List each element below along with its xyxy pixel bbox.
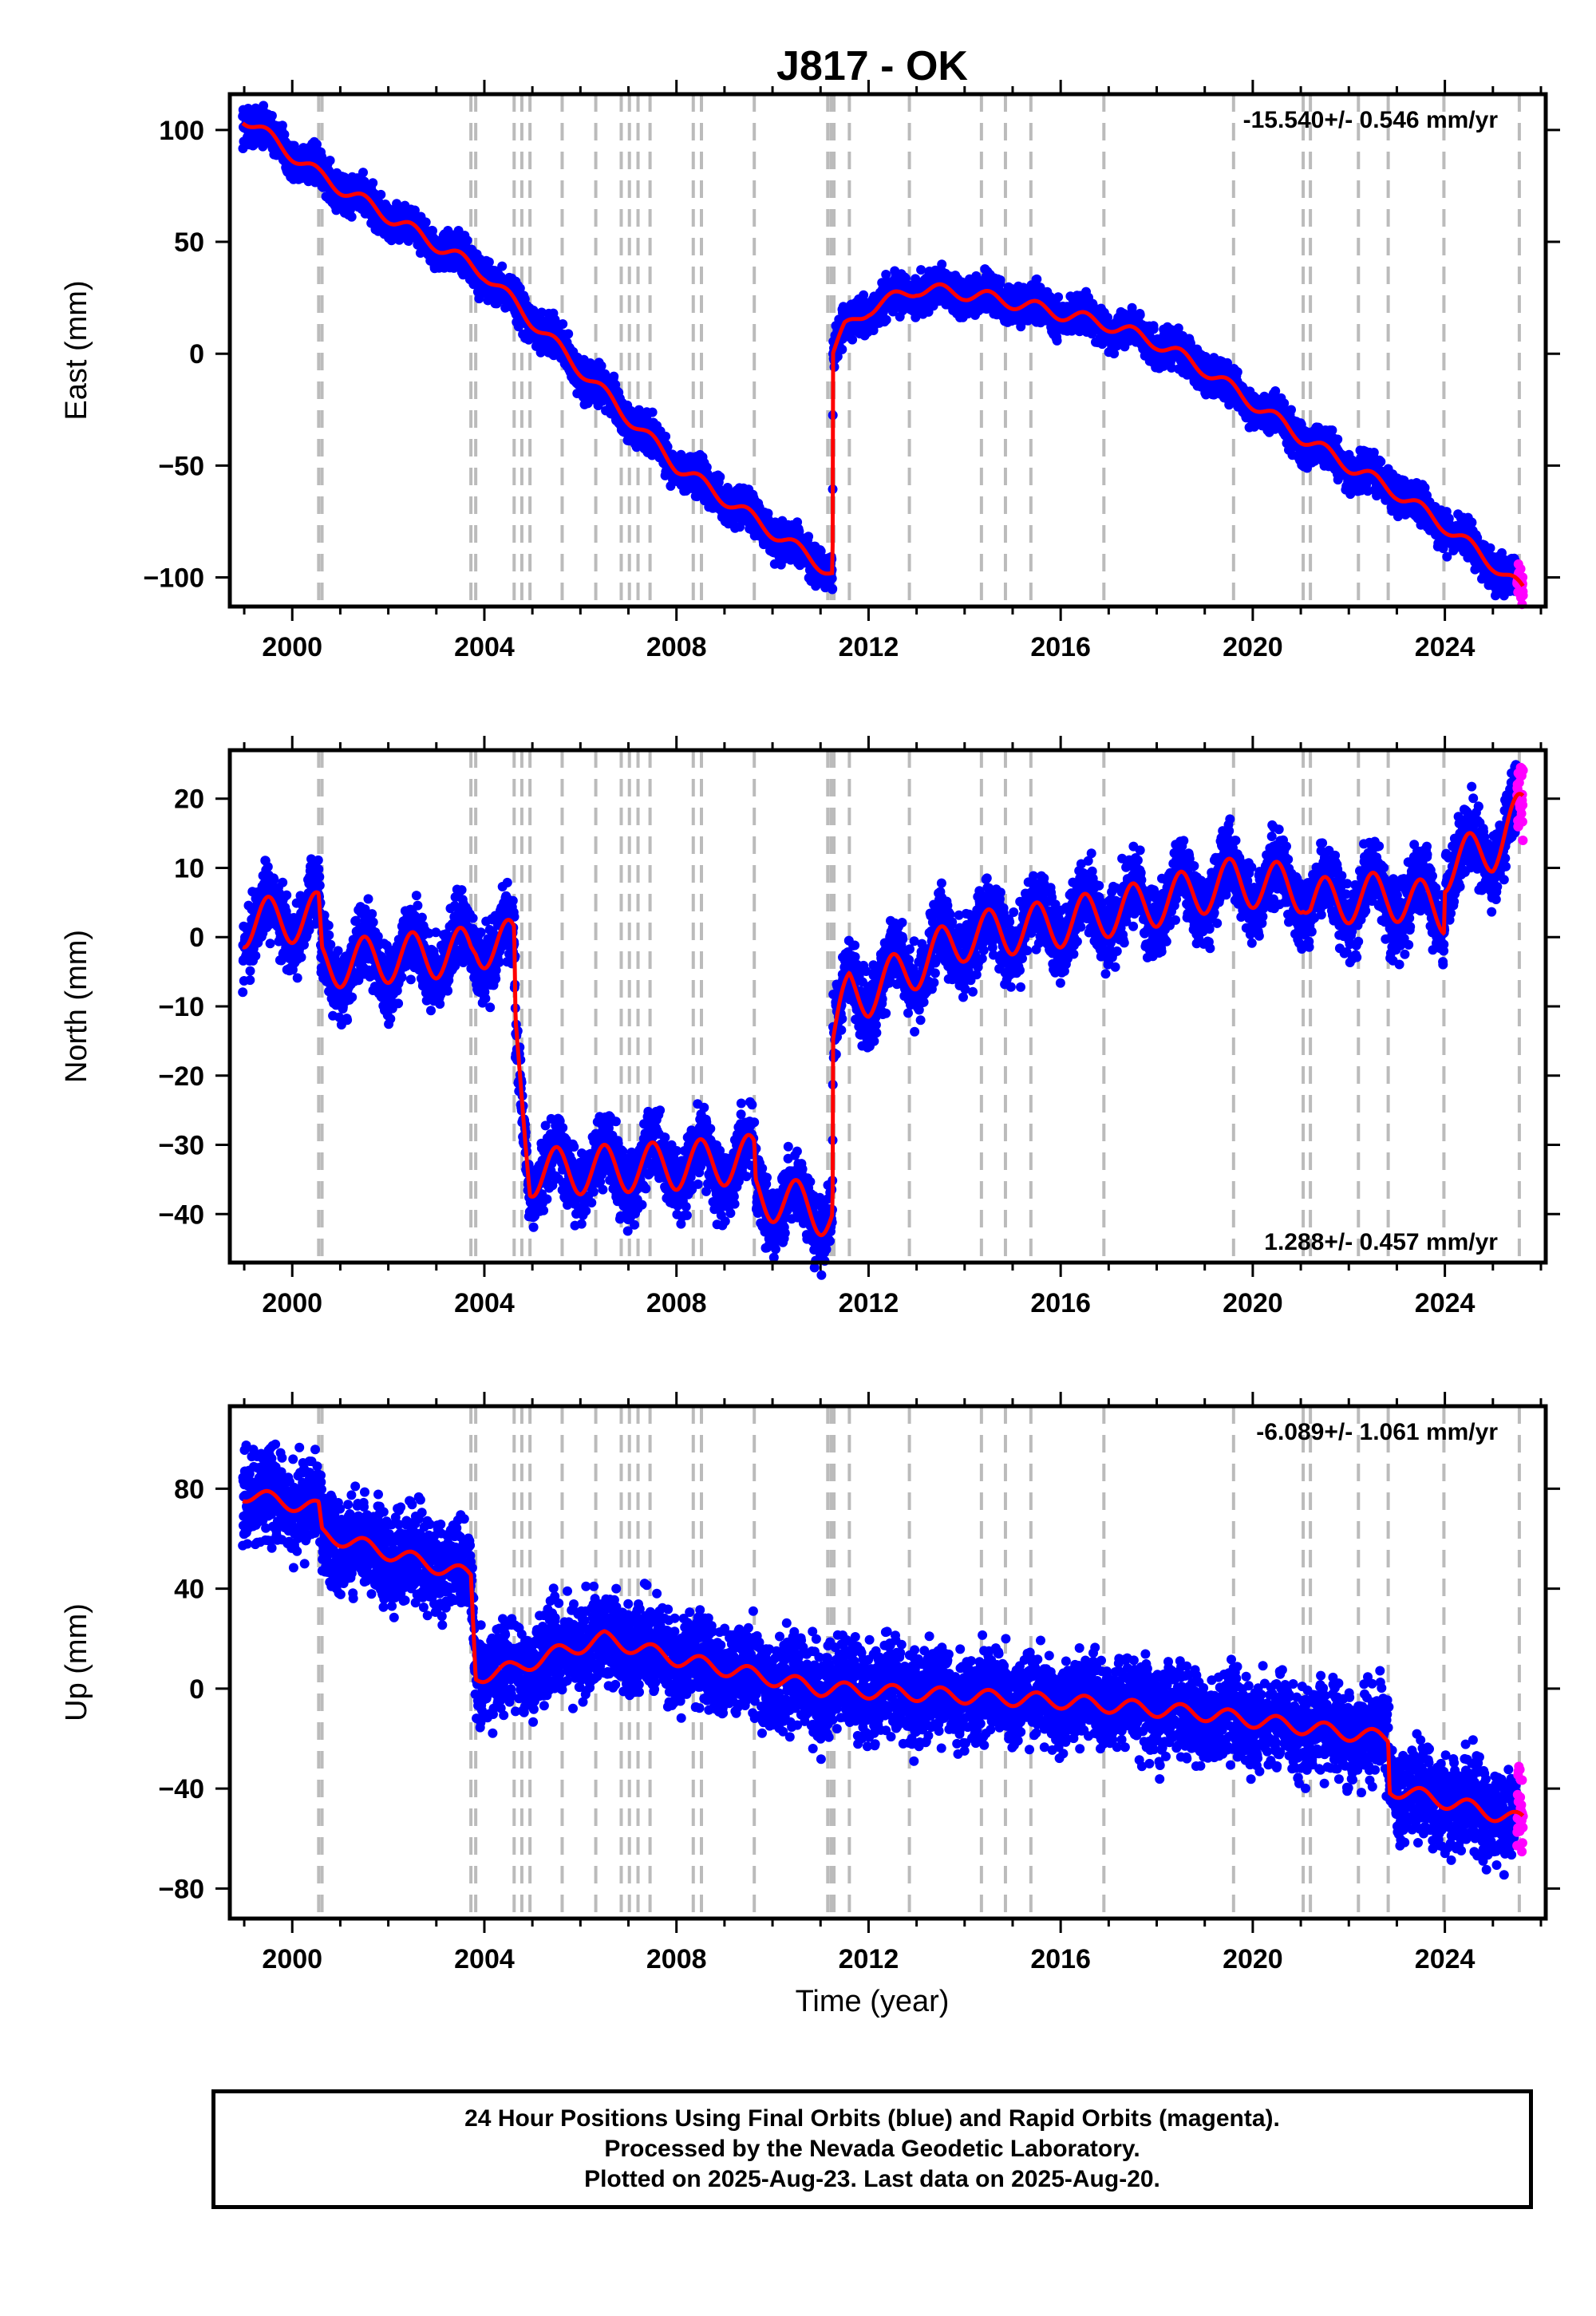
final-orbit-point xyxy=(289,140,299,151)
final-orbit-point xyxy=(428,226,437,236)
final-orbit-point xyxy=(484,257,494,267)
observation-points xyxy=(238,101,1528,610)
final-orbit-point xyxy=(995,275,1005,285)
final-orbit-point xyxy=(376,189,386,200)
final-orbit-point xyxy=(279,129,290,140)
final-orbit-point xyxy=(804,532,814,542)
final-orbit-point xyxy=(837,344,847,354)
final-orbit-point xyxy=(1053,292,1064,302)
final-orbit-point xyxy=(277,121,287,131)
final-orbit-point xyxy=(358,168,368,178)
final-orbit-point xyxy=(828,583,838,594)
final-orbit-point xyxy=(267,111,277,121)
final-orbit-point xyxy=(324,165,334,176)
final-orbit-point xyxy=(368,178,378,188)
final-orbit-point xyxy=(715,472,725,482)
final-orbit-point xyxy=(881,314,891,325)
final-orbit-point xyxy=(563,329,574,339)
final-orbit-point xyxy=(916,265,926,275)
final-orbit-point xyxy=(1052,335,1062,346)
final-orbit-point xyxy=(346,211,357,222)
east-panel: 2000 2004 2008 2012 2016 2020 2024100500−50−10… xyxy=(60,80,1560,662)
final-orbit-point xyxy=(325,156,335,166)
final-orbit-point xyxy=(847,334,858,345)
final-orbit-point xyxy=(421,217,431,227)
final-orbit-point xyxy=(1127,302,1137,313)
final-orbit-point xyxy=(259,101,269,111)
final-orbit-point xyxy=(497,261,508,271)
final-orbit-point xyxy=(1148,324,1159,334)
final-orbit-point xyxy=(409,205,420,215)
final-orbit-point xyxy=(1135,310,1145,320)
final-orbit-point xyxy=(647,407,658,417)
chart-title: J817 - OK xyxy=(776,43,968,89)
final-orbit-point xyxy=(462,235,472,246)
final-orbit-point xyxy=(558,319,568,329)
